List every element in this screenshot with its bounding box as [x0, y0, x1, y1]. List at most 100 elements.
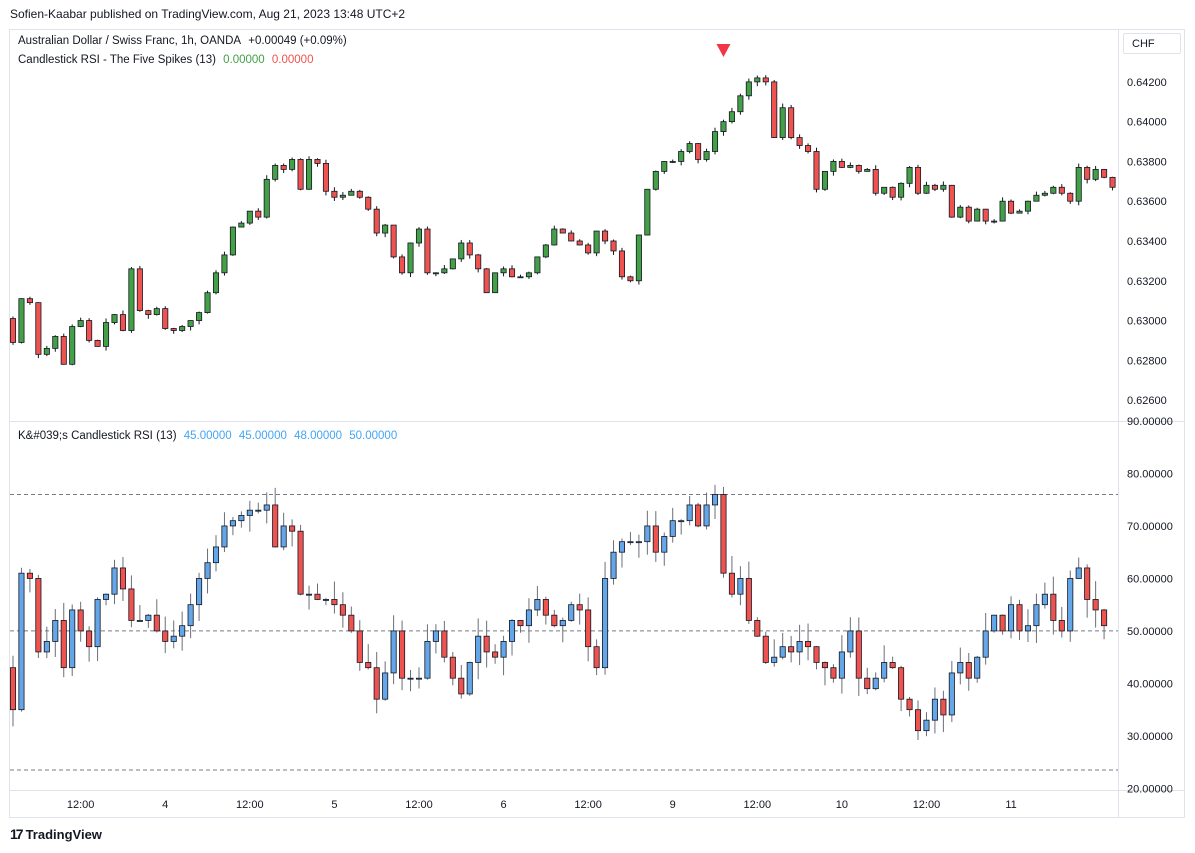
- candle-body: [187, 320, 194, 327]
- tradingview-logo[interactable]: 17 TradingView: [10, 826, 102, 842]
- candle-body: [306, 159, 313, 190]
- candle-body: [111, 314, 118, 323]
- candle-body: [18, 298, 25, 343]
- y-tick-label: 0.63200: [1127, 276, 1167, 288]
- candle-body: [382, 224, 389, 234]
- indicator-legend[interactable]: Candlestick RSI - The Five Spikes (13) 0…: [18, 54, 317, 66]
- candle-body: [52, 336, 59, 349]
- candle-body: [1092, 168, 1099, 180]
- y-tick-label: 50.00000: [1127, 626, 1173, 638]
- candle-body: [821, 170, 828, 190]
- candle-body: [999, 614, 1006, 632]
- candle-body: [914, 166, 922, 194]
- y-tick-label: 0.62600: [1127, 395, 1167, 407]
- candle-body: [128, 268, 135, 331]
- candle-body: [86, 630, 93, 648]
- candle-body: [627, 541, 634, 544]
- candle-body: [399, 630, 406, 679]
- candle-body: [957, 662, 964, 674]
- candle-body: [77, 320, 84, 327]
- price-legend[interactable]: Australian Dollar / Swiss Franc, 1h, OAN…: [18, 35, 351, 47]
- candle-body: [898, 667, 905, 700]
- x-tick-label: 4: [162, 799, 168, 811]
- rsi-value-4: 50.00000: [349, 430, 398, 442]
- candle-body: [762, 77, 769, 83]
- candle-body: [534, 256, 541, 274]
- published-info: Sofien-Kaabar published on TradingView.c…: [10, 7, 406, 21]
- candle-body: [356, 630, 363, 663]
- candle-body: [204, 292, 211, 313]
- candle-body: [525, 272, 532, 278]
- candle-body: [779, 107, 786, 138]
- candle-body: [475, 254, 482, 270]
- x-tick-label: 10: [836, 799, 848, 811]
- candle-body: [500, 641, 507, 658]
- candle-body: [415, 228, 423, 244]
- candle-body: [1058, 620, 1065, 632]
- candle-body: [1041, 192, 1048, 196]
- candle-body: [35, 578, 42, 653]
- candle-body: [43, 347, 50, 355]
- candle-body: [500, 268, 507, 274]
- candle-body: [695, 504, 702, 527]
- candle-body: [1041, 593, 1048, 606]
- candle-body: [711, 131, 719, 152]
- candle-body: [103, 322, 110, 347]
- candle-body: [356, 190, 363, 198]
- candle-body: [635, 234, 642, 282]
- candle-body: [94, 340, 101, 347]
- indicator-value-1: 0.00000: [223, 54, 265, 66]
- y-tick-label: 90.00000: [1127, 416, 1173, 428]
- rsi-legend[interactable]: K&#039;s Candlestick RSI (13) 45.00000 4…: [18, 430, 401, 442]
- candle-body: [77, 609, 84, 632]
- candle-body: [635, 541, 642, 544]
- candle-body: [263, 178, 270, 218]
- x-tick-label: 12:00: [574, 799, 602, 811]
- candle-body: [872, 168, 879, 194]
- y-tick-label: 0.63800: [1127, 156, 1167, 168]
- candle-body: [999, 200, 1006, 222]
- candle-body: [382, 672, 389, 700]
- currency-button[interactable]: CHF: [1123, 33, 1181, 54]
- x-tick-label: 12:00: [67, 799, 95, 811]
- candle-body: [805, 145, 812, 152]
- candle-body: [542, 599, 549, 616]
- candle-body: [289, 159, 296, 170]
- candle-body: [948, 184, 955, 218]
- symbol-label: Australian Dollar / Swiss Franc, 1h, OAN…: [18, 35, 242, 47]
- candle-body: [991, 614, 998, 632]
- candle-body: [322, 163, 329, 192]
- candle-body: [1101, 609, 1108, 627]
- candle-body: [830, 161, 837, 172]
- candle-body: [18, 572, 25, 711]
- candle-body: [1016, 604, 1023, 632]
- candle-body: [441, 630, 448, 658]
- candle-body: [204, 562, 211, 579]
- candle-body: [212, 546, 220, 564]
- candle-body: [855, 630, 862, 679]
- candle-body: [424, 228, 431, 274]
- candle-body: [179, 326, 186, 331]
- candle-body: [931, 698, 938, 721]
- candle-body: [483, 635, 490, 653]
- candle-body: [52, 620, 59, 642]
- candle-body: [652, 525, 659, 553]
- candle-body: [661, 536, 668, 553]
- candle-body: [805, 641, 812, 648]
- candle-body: [1008, 604, 1015, 632]
- candle-body: [94, 599, 101, 648]
- candle-body: [669, 520, 676, 537]
- candle-body: [931, 184, 938, 190]
- candle-body: [517, 276, 524, 279]
- candle-body: [771, 81, 778, 138]
- indicator-name: Candlestick RSI - The Five Spikes (13): [18, 54, 216, 66]
- y-tick-label: 0.63600: [1127, 196, 1167, 208]
- y-tick-label: 0.63000: [1127, 316, 1167, 328]
- candle-body: [86, 320, 93, 341]
- candle-body: [1016, 210, 1023, 214]
- candle-body: [60, 620, 67, 669]
- candle-body: [306, 593, 313, 596]
- candle-body: [602, 230, 609, 242]
- candle-body: [525, 609, 532, 627]
